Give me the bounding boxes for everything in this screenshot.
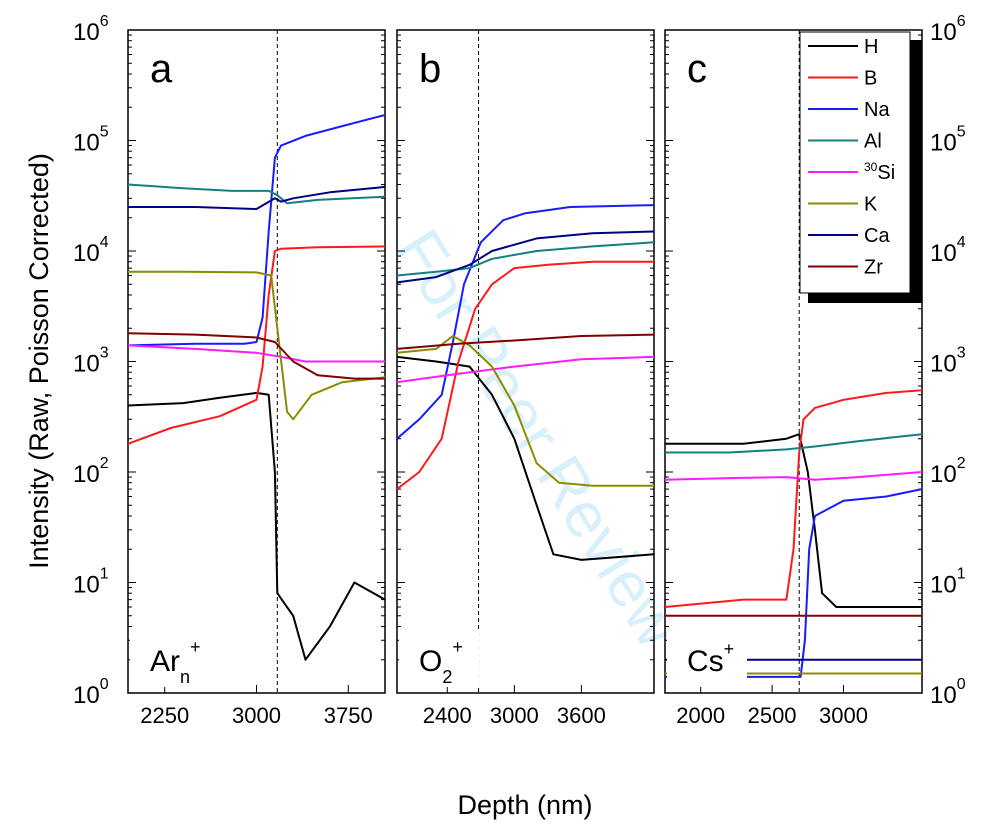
series-line-30Si bbox=[128, 344, 385, 363]
x-axis-label: Depth (nm) bbox=[457, 790, 592, 820]
series-group bbox=[128, 114, 385, 661]
y-tick-label-left: 105 bbox=[73, 124, 109, 157]
y-tick-label-right: 101 bbox=[930, 566, 966, 599]
series-line-H bbox=[397, 355, 654, 561]
beam-label-sub: 2 bbox=[442, 667, 452, 687]
series-line-Ca bbox=[397, 230, 654, 284]
panel-label: b bbox=[419, 47, 441, 91]
beam-label-bg bbox=[399, 631, 479, 687]
series-line-Zr bbox=[128, 332, 385, 380]
series-line-Al bbox=[397, 241, 654, 277]
watermark-text: For Peer Review bbox=[382, 217, 696, 660]
series-line-30Si bbox=[665, 471, 922, 481]
y-tick-label-right: 104 bbox=[930, 234, 966, 267]
y-axis-label: Intensity (Raw, Poisson Corrected) bbox=[24, 153, 54, 569]
x-tick-label: 2000 bbox=[676, 703, 725, 728]
series-line-Al bbox=[128, 183, 385, 205]
x-tick-label: 3600 bbox=[557, 703, 606, 728]
legend-label: B bbox=[864, 68, 877, 90]
legend: HB Na Al 30Si K Ca Zr bbox=[799, 31, 911, 294]
y-tick-label-right: 100 bbox=[930, 676, 966, 709]
legend-label: K bbox=[864, 194, 878, 216]
y-tick-label-left: 102 bbox=[73, 455, 109, 488]
x-tick-label: 3000 bbox=[490, 703, 539, 728]
x-tick-label: 2250 bbox=[140, 703, 189, 728]
series-group bbox=[665, 389, 922, 678]
beam-label-sup: + bbox=[724, 639, 735, 659]
beam-label: Cs+ bbox=[687, 639, 734, 678]
series-line-Na bbox=[665, 488, 922, 678]
legend-label: 30Si bbox=[864, 160, 895, 184]
y-tick-label-right: 102 bbox=[930, 455, 966, 488]
series-line-Ca bbox=[128, 185, 385, 210]
series-line-Al bbox=[665, 433, 922, 454]
legend-label: H bbox=[864, 36, 878, 58]
series-line-H bbox=[128, 391, 385, 661]
x-tick-label: 3000 bbox=[232, 703, 281, 728]
series-line-K bbox=[397, 335, 654, 487]
y-tick-label-left: 101 bbox=[73, 566, 109, 599]
legend-label: Zr bbox=[864, 257, 883, 279]
y-tick-label-left: 104 bbox=[73, 234, 109, 267]
x-tick-label: 3000 bbox=[819, 703, 868, 728]
series-line-30Si bbox=[397, 355, 654, 384]
beam-label-sub: n bbox=[180, 667, 190, 687]
x-tick-label: 2400 bbox=[423, 703, 472, 728]
panel-c: 2000 2500 3000 c Cs+ bbox=[664, 29, 923, 728]
y-tick-label-right: 105 bbox=[930, 124, 966, 157]
beam-label-sup: + bbox=[452, 637, 463, 657]
series-line-Zr bbox=[397, 333, 654, 350]
y-tick-label-left: 103 bbox=[73, 345, 109, 378]
beam-label-bg bbox=[130, 631, 210, 687]
series-line-B bbox=[128, 245, 385, 445]
x-tick-label: 3750 bbox=[324, 703, 373, 728]
y-tick-label-left: 106 bbox=[73, 13, 109, 46]
y-tick-label-right: 103 bbox=[930, 345, 966, 378]
beam-label-bg bbox=[667, 631, 747, 687]
series-line-H bbox=[665, 433, 922, 608]
series-line-B bbox=[665, 389, 922, 608]
y-tick-labels-right: 100 101 102 103 104 105 106 bbox=[930, 13, 966, 709]
series-line-B bbox=[397, 260, 654, 490]
panel-label: a bbox=[150, 47, 173, 91]
y-tick-labels-left: 100 101 102 103 104 105 106 bbox=[73, 13, 109, 709]
legend-label: Al bbox=[864, 131, 882, 153]
series-group bbox=[397, 204, 654, 561]
beam-label-sup: + bbox=[190, 637, 201, 657]
legend-label: Ca bbox=[864, 225, 890, 247]
x-tick-label: 2500 bbox=[748, 703, 797, 728]
y-tick-label-right: 106 bbox=[930, 13, 966, 46]
series-line-K bbox=[128, 270, 385, 421]
legend-box bbox=[799, 31, 911, 294]
series-line-Na bbox=[128, 114, 385, 347]
legend-label: Na bbox=[864, 99, 890, 121]
panel-label: c bbox=[687, 47, 707, 91]
y-tick-label-left: 100 bbox=[73, 676, 109, 709]
